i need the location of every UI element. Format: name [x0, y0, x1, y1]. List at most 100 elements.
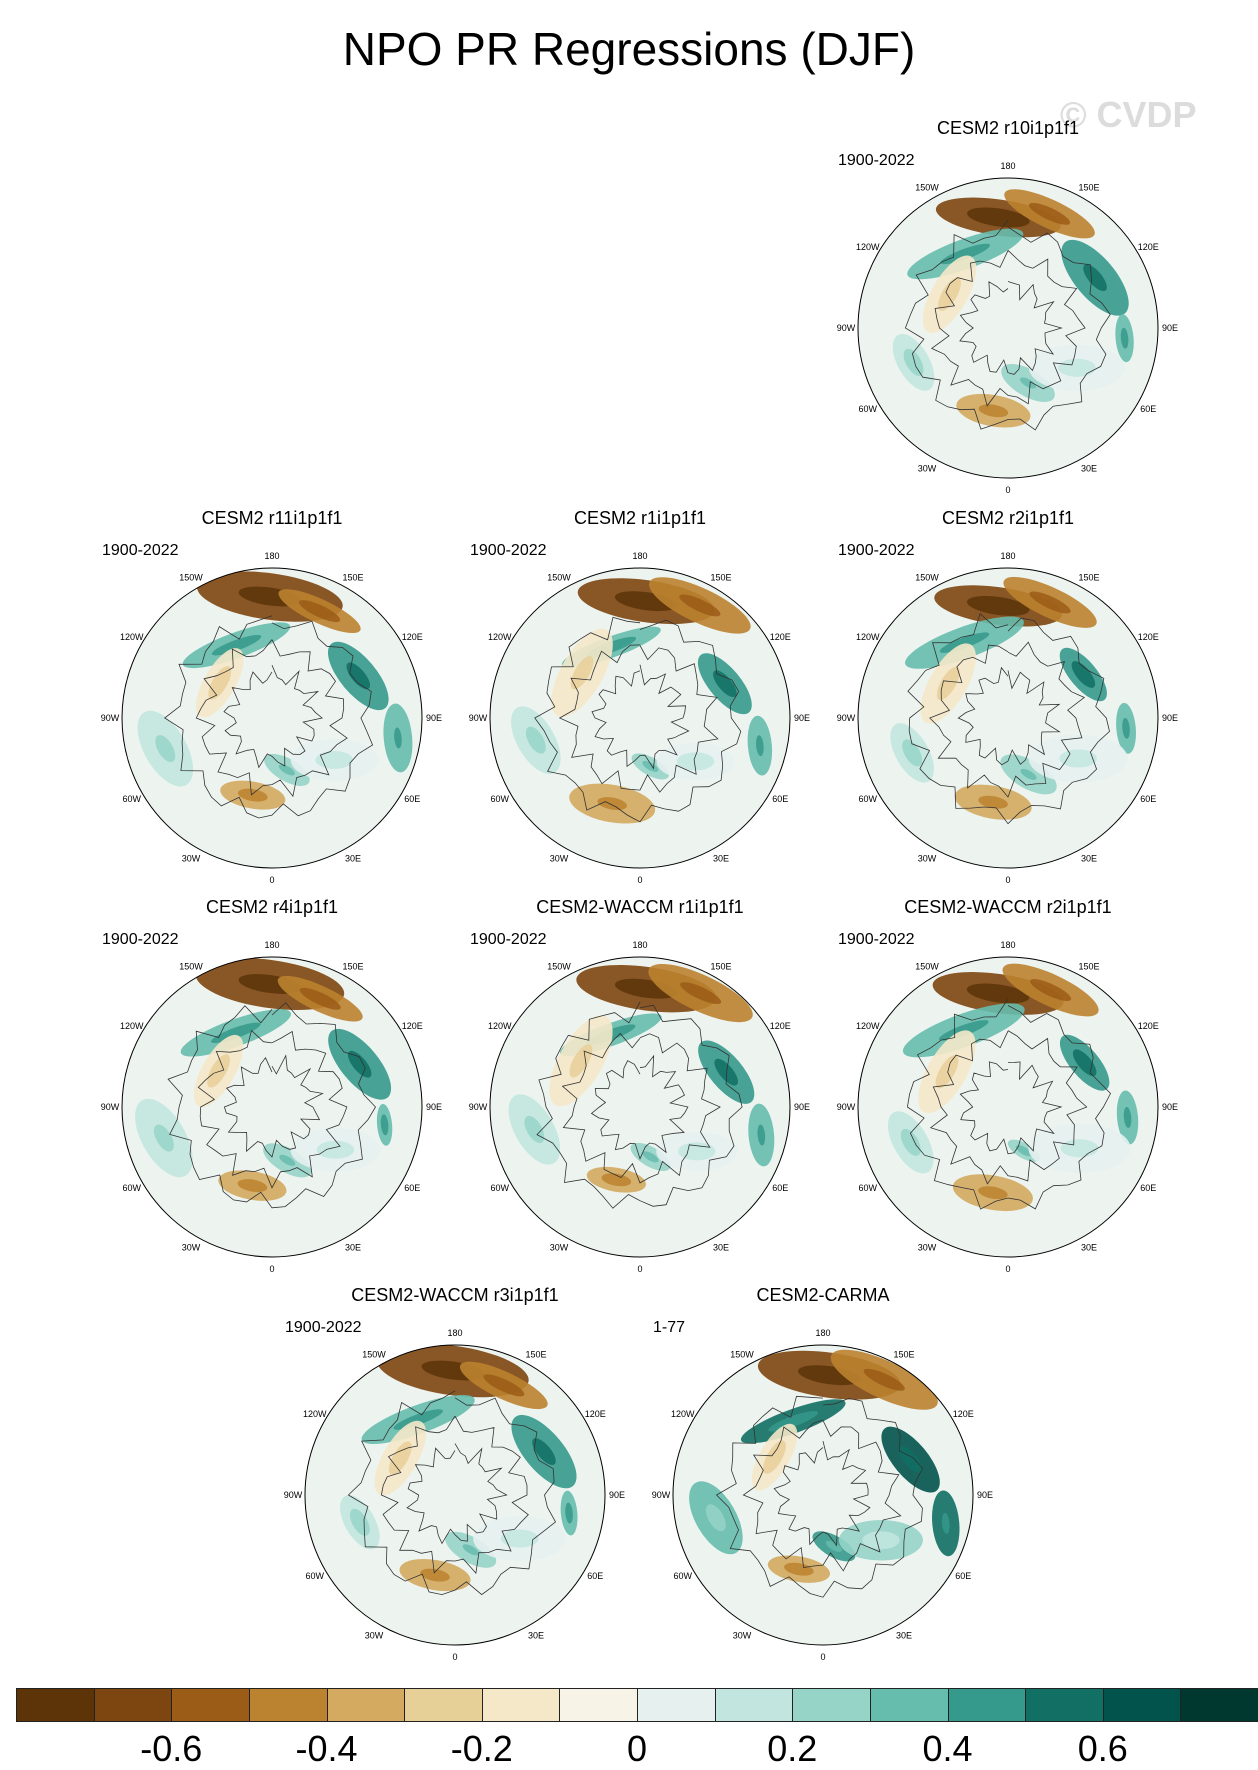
longitude-label: 150E: [1078, 183, 1099, 193]
longitude-label: 30E: [528, 1630, 544, 1640]
map-background: [490, 568, 790, 868]
longitude-label: 180: [815, 1328, 830, 1338]
colorbar-label: 0.4: [922, 1728, 973, 1769]
map-background: [490, 957, 790, 1257]
map-background: [122, 568, 422, 868]
map-border: [857, 956, 1159, 1258]
colorbar-swatch: [637, 1688, 716, 1722]
longitude-label: 60W: [858, 794, 877, 804]
anomaly-contour-core: [211, 634, 262, 656]
anomaly-contour-core: [316, 1140, 355, 1159]
anomaly-contour-core: [705, 1504, 726, 1532]
anomaly-contour-core: [393, 1409, 443, 1430]
panel-period: 1900-2022: [838, 931, 915, 948]
longitude-label: 180: [264, 940, 279, 950]
longitude-label: 0: [269, 1264, 274, 1274]
longitude-label: 120E: [953, 1409, 974, 1419]
longitude-label: 30E: [345, 853, 361, 863]
anomaly-contour-core: [903, 348, 924, 376]
longitude-label: 120E: [402, 632, 423, 642]
anomaly-contour-core: [525, 726, 546, 754]
longitude-label: 150W: [730, 1350, 754, 1360]
anomaly-contour-core: [153, 1124, 174, 1152]
longitude-label: 30W: [733, 1630, 752, 1640]
longitude-label: 0: [820, 1652, 825, 1662]
colorbar: [16, 1688, 1258, 1722]
longitude-label: 150W: [547, 573, 571, 583]
colorbar-swatch: [947, 1688, 1027, 1722]
map-border: [304, 1344, 606, 1646]
anomaly-contour-core: [315, 750, 353, 769]
longitude-label: 30W: [365, 1630, 384, 1640]
map-panel-cesm2-r1i1p1f1: CESM2 r1i1p1f1 1900-2022 180 150E 120E 90E 6…: [460, 508, 820, 898]
anomaly-contour-core: [279, 1154, 296, 1166]
longitude-label: 60E: [772, 1183, 788, 1193]
longitude-label: 120W: [856, 242, 880, 252]
colorbar-label: -0.2: [450, 1728, 513, 1769]
anomaly-contour-core: [768, 1411, 818, 1432]
polar-map: 180 150E 120E 90E 60E 30E 0 30W 60W 90W 120W 150W: [284, 1328, 625, 1662]
longitude-label: 90W: [101, 713, 120, 723]
longitude-label: 60W: [490, 1183, 509, 1193]
anomaly-contour-core: [1029, 202, 1071, 225]
longitude-label: 120E: [1138, 242, 1159, 252]
anomaly-contour-core: [155, 735, 176, 763]
longitude-label: 0: [1005, 875, 1010, 885]
longitude-label: 120E: [402, 1021, 423, 1031]
anomaly-contour-core: [757, 1124, 766, 1146]
map-border: [489, 956, 791, 1258]
map-panel-cesm2-waccm-r3i1p1f1: CESM2-WACCM r3i1p1f1 1900-2022 180 150E 12…: [275, 1285, 635, 1675]
longitude-label: 30W: [182, 853, 201, 863]
anomaly-contour-core: [939, 1020, 989, 1041]
anomaly-contour-core: [349, 1508, 370, 1536]
anomaly-contour-core: [978, 1186, 1008, 1200]
anomaly-contour-core: [966, 983, 1030, 1004]
longitude-label: 60E: [772, 794, 788, 804]
map-panel-cesm2-waccm-r2i1p1f1: CESM2-WACCM r2i1p1f1 1900-2022 180 150E 12…: [828, 897, 1188, 1287]
anomaly-contour-core: [1120, 327, 1129, 349]
colorbar-swatch: [171, 1688, 250, 1722]
longitude-label: 120W: [488, 632, 512, 642]
colorbar-swatch: [326, 1688, 406, 1722]
longitude-label: 30W: [918, 853, 937, 863]
longitude-label: 150E: [342, 962, 363, 972]
longitude-label: 90W: [284, 1490, 303, 1500]
panel-title: CESM2 r2i1p1f1: [941, 508, 1075, 528]
anomaly-contour-core: [597, 797, 627, 811]
longitude-label: 60W: [122, 794, 141, 804]
longitude-label: 180: [1000, 161, 1015, 171]
longitude-label: 180: [1000, 551, 1015, 561]
longitude-label: 30E: [345, 1242, 361, 1252]
anomaly-contour-core: [936, 666, 960, 701]
colorbar-label: 0: [626, 1728, 648, 1769]
longitude-label: 60W: [858, 1183, 877, 1193]
coastline: [347, 1390, 557, 1596]
anomaly-contour-core: [978, 404, 1009, 418]
anomaly-contour-core: [713, 670, 737, 698]
panel-period: 1900-2022: [102, 542, 179, 559]
anomaly-contour-core: [299, 600, 341, 623]
longitude-label: 120E: [770, 1021, 791, 1031]
panel-period: 1900-2022: [470, 542, 547, 559]
anomaly-contour-core: [677, 1142, 716, 1161]
longitude-label: 150E: [1078, 573, 1099, 583]
longitude-label: 30E: [713, 1242, 729, 1252]
anomaly-contour-core: [570, 656, 594, 690]
anomaly-contour-core: [278, 764, 295, 776]
anomaly-contour-core: [941, 1512, 950, 1534]
longitude-label: 60E: [404, 1183, 420, 1193]
map-border: [121, 567, 423, 869]
anomaly-contour-core: [388, 1441, 412, 1475]
anomaly-contour-core: [940, 243, 990, 265]
longitude-label: 90E: [426, 713, 442, 723]
longitude-label: 180: [1000, 940, 1015, 950]
anomaly-contour-core: [1029, 591, 1071, 614]
anomaly-contour-core: [1083, 264, 1107, 292]
anomaly-contour-core: [483, 1374, 525, 1397]
longitude-label: 150W: [547, 962, 571, 972]
longitude-label: 0: [452, 1652, 457, 1662]
anomaly-contour-core: [1071, 661, 1096, 688]
longitude-label: 120E: [770, 632, 791, 642]
longitude-label: 120W: [303, 1409, 327, 1419]
map-panel-cesm2-carma: CESM2-CARMA 1-77 180 150E 120E 90E 60E 30E 0 30…: [643, 1285, 1003, 1675]
